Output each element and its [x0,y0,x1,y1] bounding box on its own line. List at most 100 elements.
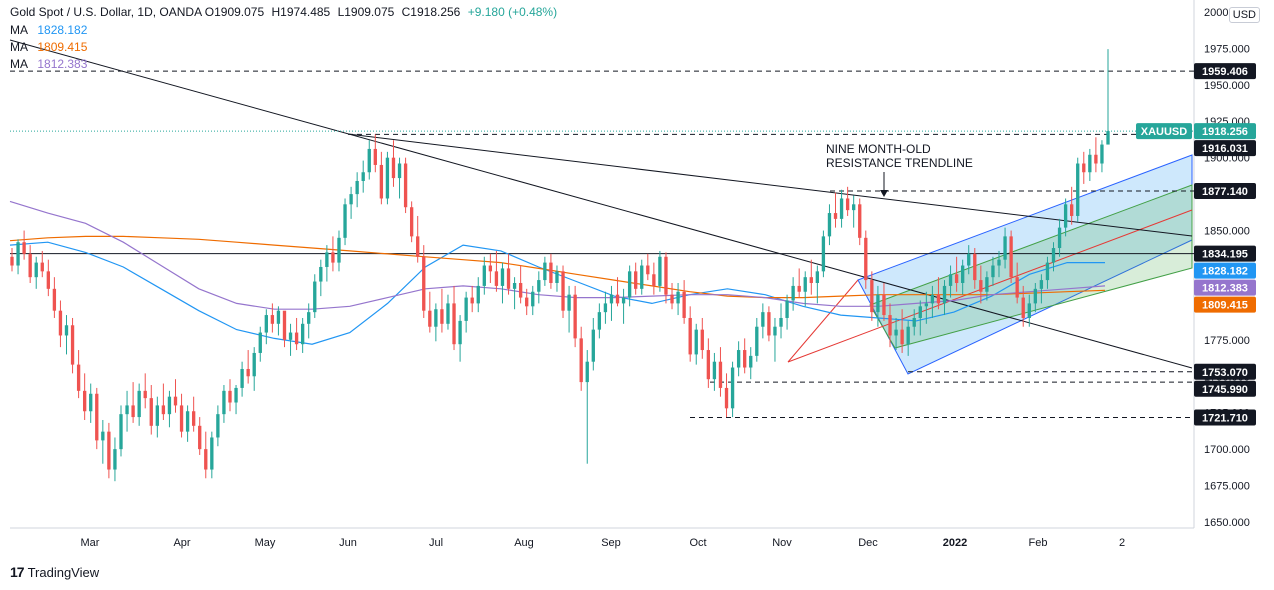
price-label-box [1194,296,1256,313]
ma-value: 1812.383 [37,57,88,71]
y-tick-label: 1700.000 [1204,444,1250,456]
candle-body [924,303,929,307]
candle-body [991,265,995,278]
candle-body [615,294,620,304]
candle-body [119,414,123,450]
candle-body [1003,236,1007,260]
candle-body [918,306,922,318]
tradingview-watermark[interactable]: 17 TradingView [10,564,99,580]
candle-body [1076,163,1080,216]
annotation-line-2: RESISTANCE TRENDLINE [826,156,973,170]
pitchfork-median [787,209,1193,363]
candle-body [997,259,1001,266]
candle-body [28,253,32,278]
candle-body [500,268,505,286]
candle-body [512,283,517,289]
candle-body [555,271,559,284]
candle-body [743,350,747,368]
price-label-box [1194,363,1256,380]
candle-body [149,398,153,426]
candle-body [525,297,529,307]
candle-body [385,157,390,199]
candle-body [694,329,698,355]
candle-body [191,411,196,426]
candle-body [573,294,577,339]
candle-body [779,317,783,327]
candle-body [349,194,353,205]
high-value: H1974.485 [271,5,331,19]
candle-body [815,271,820,284]
candle-body [422,256,426,311]
ma-legend-3[interactable]: MA 1812.383 [10,57,87,71]
candle-body [16,242,20,266]
ma-value: 1828.182 [37,23,88,37]
x-tick-label: May [255,537,276,549]
price-label-box [1194,380,1256,397]
candle-body [864,237,868,281]
candle-body [1100,144,1104,164]
candle-body [1070,204,1074,216]
candle-body [34,262,38,278]
y-tick-label: 1950.000 [1204,80,1250,92]
candle-body [676,291,680,304]
y-tick-label: 1675.000 [1204,481,1250,493]
price-label: 1877.140 [1202,186,1248,198]
candle-body [900,329,904,345]
candle-body [700,329,704,351]
price-label-box [1194,409,1256,426]
price-label: 1834.195 [1202,249,1248,261]
candle-body [730,367,735,409]
price-label: 1918.256 [1202,126,1248,138]
candle-body [640,265,644,289]
price-label-box [1194,279,1256,296]
candle-body [682,291,686,318]
x-tick-label: Apr [173,537,190,549]
candle-body [821,236,826,272]
ma-legend-2[interactable]: MA 1809.415 [10,40,87,54]
candle-body [882,294,886,316]
candle-body [839,198,844,219]
candle-body [930,294,935,304]
symbol-tag-box [1136,123,1192,140]
ma-legend-1[interactable]: MA 1828.182 [10,23,87,37]
candle-body [1015,277,1019,298]
candle-body [107,431,111,470]
candle-body [488,265,493,272]
candle-body [652,274,656,286]
y-tick-label: 1775.000 [1204,335,1250,347]
currency-badge[interactable]: USD [1228,7,1260,23]
candle-body [307,312,311,324]
candle-body [1045,262,1050,281]
candle-body [319,266,323,282]
candle-body [482,265,486,286]
candle-body [954,274,959,284]
ma-label: MA [10,57,28,71]
symbol-header: Gold Spot / U.S. Dollar, 1D, OANDA O1909… [10,5,561,19]
candle-body [361,172,365,181]
y-tick-label: 1650.000 [1204,517,1250,529]
candle-body [736,350,741,368]
candle-body [173,396,178,406]
candle-body [367,148,371,173]
candle-body [961,265,965,284]
candle-body [597,312,602,330]
candle-body [627,271,632,298]
candle-body [985,277,989,292]
change-value: +9.180 (+0.48%) [467,5,558,19]
x-tick-label: 2 [1119,537,1125,549]
x-tick-label: Dec [858,537,878,549]
candle-body [440,309,444,324]
candle-body [46,271,50,289]
candle-body [531,291,535,307]
candle-body [706,350,711,380]
candle-body [131,405,135,418]
candle-body [276,310,281,324]
price-label: 1721.710 [1202,412,1248,424]
candle-body [888,315,892,336]
candle-body [355,180,359,195]
candle-body [621,297,626,304]
candle-body [294,332,299,345]
candle-body [543,262,547,281]
pitchfork-inner [869,184,1193,349]
